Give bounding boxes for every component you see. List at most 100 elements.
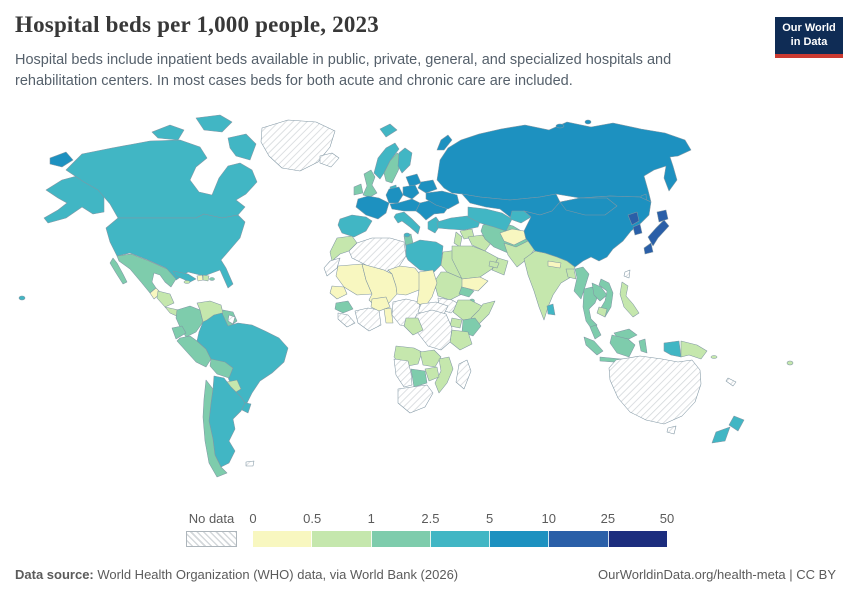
- country-yemen[interactable]: [461, 276, 489, 292]
- country-congo-gabon[interactable]: [403, 317, 424, 336]
- country-chad[interactable]: [416, 269, 438, 308]
- country-new-zealand-south[interactable]: [711, 426, 731, 444]
- country-tasmania[interactable]: [666, 425, 677, 435]
- country-niger[interactable]: [387, 265, 422, 296]
- country-turkey[interactable]: [436, 215, 482, 231]
- country-hawaii[interactable]: [18, 295, 26, 301]
- country-mexico-baja[interactable]: [109, 257, 128, 285]
- country-nepal[interactable]: [547, 260, 562, 269]
- country-mexico[interactable]: [116, 253, 177, 294]
- country-uganda[interactable]: [449, 317, 463, 329]
- country-usa[interactable]: [105, 213, 246, 289]
- country-indonesia-borneo[interactable]: [609, 334, 636, 358]
- country-belarus[interactable]: [417, 179, 438, 194]
- country-south-korea[interactable]: [632, 223, 643, 236]
- country-uae[interactable]: [488, 260, 500, 269]
- country-russia-chukotka[interactable]: [49, 151, 74, 168]
- legend-bin-1-2.5[interactable]: [371, 531, 431, 547]
- legend-bin-25-50[interactable]: [608, 531, 667, 547]
- country-russia-arctic-isle1[interactable]: [555, 123, 565, 129]
- country-ivory-coast-ghana[interactable]: [354, 307, 382, 332]
- country-mozambique[interactable]: [434, 356, 454, 394]
- country-france[interactable]: [355, 195, 390, 220]
- country-greenland[interactable]: [260, 119, 336, 172]
- country-zimbabwe[interactable]: [424, 366, 440, 382]
- legend-bin-0.5-1[interactable]: [312, 531, 372, 547]
- country-dominican-republic[interactable]: [202, 274, 210, 282]
- country-italy[interactable]: [393, 211, 421, 235]
- country-west-papua[interactable]: [663, 340, 682, 358]
- country-australia[interactable]: [608, 355, 702, 425]
- country-iceland[interactable]: [319, 152, 340, 168]
- country-solomon-islands[interactable]: [710, 355, 718, 359]
- country-laos[interactable]: [591, 282, 608, 302]
- country-ecuador[interactable]: [171, 325, 187, 340]
- country-fiji[interactable]: [786, 360, 794, 366]
- country-finland[interactable]: [397, 147, 413, 174]
- country-kenya[interactable]: [461, 317, 482, 337]
- country-iberia[interactable]: [337, 214, 373, 238]
- country-indonesia-sulawesi[interactable]: [638, 338, 648, 354]
- country-papua-new-guinea[interactable]: [680, 340, 708, 360]
- country-new-caledonia[interactable]: [725, 377, 737, 387]
- country-japan-hokkaido[interactable]: [656, 209, 669, 223]
- country-south-africa[interactable]: [397, 384, 434, 414]
- country-guinea[interactable]: [334, 300, 354, 314]
- country-germany[interactable]: [385, 186, 404, 204]
- country-honduras-nicaragua[interactable]: [156, 290, 175, 308]
- country-indonesia-sumatra[interactable]: [583, 336, 604, 356]
- country-uk[interactable]: [362, 169, 378, 198]
- country-philippines[interactable]: [619, 281, 640, 318]
- country-russia-arctic-isle2[interactable]: [584, 119, 592, 125]
- country-madagascar[interactable]: [455, 359, 472, 390]
- country-puerto-rico[interactable]: [209, 277, 215, 281]
- country-sierra-leone-liberia[interactable]: [337, 312, 356, 328]
- country-eritrea[interactable]: [458, 285, 475, 298]
- country-suriname[interactable]: [227, 314, 236, 325]
- country-greece[interactable]: [427, 216, 442, 234]
- country-bolivia[interactable]: [209, 358, 234, 379]
- country-jamaica[interactable]: [183, 280, 191, 284]
- country-saudi-arabia[interactable]: [451, 245, 499, 280]
- legend-bin-2.5-5[interactable]: [430, 531, 491, 547]
- country-brazil[interactable]: [196, 312, 289, 412]
- country-taiwan[interactable]: [623, 269, 631, 279]
- country-svalbard[interactable]: [379, 123, 398, 138]
- country-japan-honshu[interactable]: [647, 219, 670, 247]
- country-canada-baffin[interactable]: [227, 133, 257, 161]
- legend-bin-0-0.5[interactable]: [253, 531, 313, 547]
- country-zambia[interactable]: [419, 349, 442, 368]
- country-bangladesh[interactable]: [565, 268, 577, 280]
- country-cambodia[interactable]: [596, 306, 608, 318]
- legend-no-data-swatch[interactable]: [186, 531, 237, 547]
- country-morocco[interactable]: [329, 235, 358, 262]
- country-poland[interactable]: [402, 184, 420, 200]
- country-botswana[interactable]: [410, 368, 428, 388]
- legend-bin-5-10[interactable]: [490, 531, 550, 547]
- country-japan-kyushu[interactable]: [643, 242, 654, 255]
- owid-logo[interactable]: Our World in Data: [775, 17, 843, 58]
- country-libya[interactable]: [405, 239, 444, 273]
- country-falkland-islands[interactable]: [245, 460, 255, 467]
- country-russia[interactable]: [436, 121, 692, 203]
- country-north-korea[interactable]: [627, 211, 640, 226]
- country-myanmar[interactable]: [573, 266, 590, 300]
- country-new-zealand-north[interactable]: [728, 415, 745, 432]
- country-namibia[interactable]: [393, 358, 413, 388]
- country-canada-arctic2[interactable]: [195, 114, 233, 133]
- country-western-sahara[interactable]: [323, 257, 341, 277]
- country-canada-arctic1[interactable]: [151, 124, 185, 141]
- country-peru[interactable]: [176, 335, 212, 368]
- country-senegal[interactable]: [329, 285, 348, 300]
- country-sicily[interactable]: [403, 232, 411, 238]
- legend-bin-10-25[interactable]: [549, 531, 609, 547]
- country-benin-togo[interactable]: [383, 307, 394, 324]
- country-cuba[interactable]: [172, 270, 197, 283]
- country-malaysia[interactable]: [589, 324, 602, 340]
- country-ukraine[interactable]: [425, 190, 460, 210]
- country-russia-novaya-zemlya[interactable]: [436, 134, 453, 151]
- country-haiti[interactable]: [196, 274, 204, 282]
- country-norway[interactable]: [373, 142, 400, 180]
- country-levant[interactable]: [453, 231, 463, 248]
- country-ireland[interactable]: [353, 183, 364, 196]
